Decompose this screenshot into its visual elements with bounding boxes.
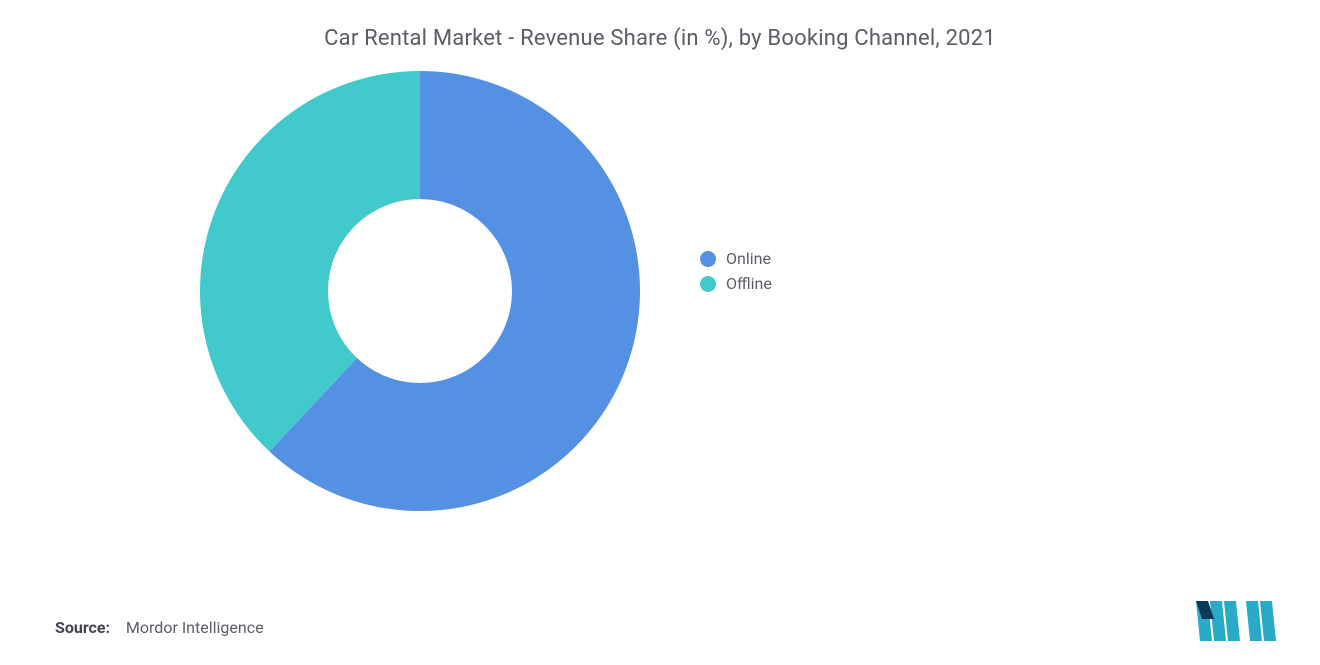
- source-line: Source: Mordor Intelligence: [55, 618, 264, 637]
- legend-label: Offline: [726, 274, 772, 293]
- legend-item-offline: Offline: [700, 274, 772, 293]
- brand-logo: [1194, 597, 1280, 645]
- legend-swatch-icon: [700, 276, 716, 292]
- donut-chart: [200, 71, 640, 511]
- source-value: Mordor Intelligence: [126, 618, 264, 637]
- chart-container: Car Rental Market - Revenue Share (in %)…: [0, 0, 1320, 665]
- source-label: Source:: [55, 618, 110, 637]
- legend-label: Online: [726, 249, 771, 268]
- donut-hole: [328, 199, 512, 383]
- legend: Online Offline: [700, 249, 772, 293]
- chart-title: Car Rental Market - Revenue Share (in %)…: [50, 26, 1270, 51]
- chart-row: Online Offline: [50, 71, 1270, 511]
- legend-item-online: Online: [700, 249, 772, 268]
- donut-svg: [200, 71, 640, 511]
- legend-swatch-icon: [700, 251, 716, 267]
- brand-logo-svg: [1194, 597, 1280, 645]
